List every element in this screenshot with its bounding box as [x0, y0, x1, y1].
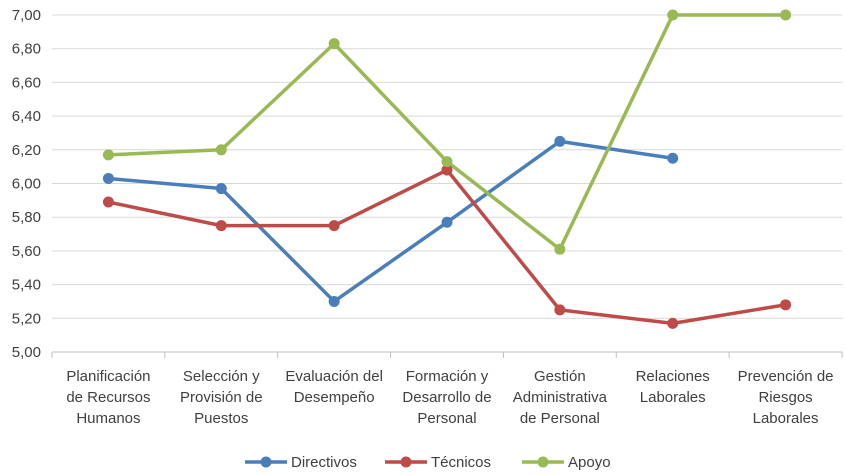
data-point-directivos	[441, 216, 453, 228]
y-tick-label: 5,40	[12, 277, 41, 294]
data-point-apoyo	[780, 9, 792, 21]
x-category-label: Gestión Administrativa de Personal	[513, 368, 608, 427]
y-tick-label: 5,60	[12, 243, 41, 260]
data-point-técnicos	[667, 317, 679, 329]
legend-swatch-marker	[260, 456, 272, 468]
legend-item-técnicos: Técnicos	[385, 454, 491, 471]
series-line-apoyo	[108, 13, 786, 251]
y-tick-label: 6,40	[12, 108, 41, 125]
x-category-label: Relaciones Laborales	[636, 368, 710, 406]
data-point-apoyo	[667, 9, 679, 21]
legend-item-directivos: Directivos	[245, 454, 357, 471]
x-category-label: Formación y Desarrollo de Personal	[402, 368, 491, 427]
data-point-apoyo	[554, 243, 566, 255]
x-axis	[51, 352, 843, 358]
data-point-apoyo	[215, 144, 227, 156]
legend-swatch-marker	[400, 456, 412, 468]
legend-label: Apoyo	[568, 454, 611, 471]
data-point-técnicos	[328, 220, 340, 232]
x-axis-category-labels: Planificación de Recursos Humanos Selección…	[66, 368, 833, 427]
legend: Directivos Técnicos Apoyo	[245, 454, 611, 471]
series-line-directivos	[108, 139, 673, 304]
legend-label: Técnicos	[431, 454, 491, 471]
data-point-técnicos	[441, 164, 453, 176]
y-tick-label: 6,00	[12, 176, 41, 193]
series-points	[102, 9, 792, 329]
y-tick-label: 5,00	[12, 344, 41, 361]
legend-label: Directivos	[291, 454, 357, 471]
data-point-técnicos	[102, 196, 114, 208]
x-category-label: Planificación de Recursos Humanos	[66, 368, 150, 427]
y-tick-label: 5,80	[12, 209, 41, 226]
y-tick-label: 7,00	[12, 7, 41, 24]
data-point-apoyo	[441, 156, 453, 168]
series-line-técnicos	[108, 168, 786, 326]
y-tick-label: 6,20	[12, 142, 41, 159]
x-category-label: Prevención de Riesgos Laborales	[738, 368, 834, 427]
y-tick-label: 6,60	[12, 74, 41, 91]
data-point-técnicos	[215, 220, 227, 232]
data-point-directivos	[328, 295, 340, 307]
x-category-label: Evaluación del Desempeño	[285, 368, 383, 406]
legend-item-apoyo: Apoyo	[522, 454, 611, 471]
legend-swatch-marker	[537, 456, 549, 468]
data-point-directivos	[215, 183, 227, 195]
data-point-técnicos	[780, 299, 792, 311]
data-point-directivos	[554, 135, 566, 147]
y-tick-label: 6,80	[12, 41, 41, 58]
data-point-directivos	[102, 172, 114, 184]
data-point-directivos	[667, 152, 679, 164]
y-axis-tick-labels: 5,00 5,20 5,40 5,60 5,80 6,00 6,20 6,40 6,60 6,80…	[12, 7, 41, 361]
data-point-técnicos	[554, 304, 566, 316]
data-point-apoyo	[328, 38, 340, 50]
x-category-label: Selección y Provisión de Puestos	[180, 368, 263, 427]
data-point-apoyo	[102, 149, 114, 161]
y-tick-label: 5,20	[12, 310, 41, 327]
